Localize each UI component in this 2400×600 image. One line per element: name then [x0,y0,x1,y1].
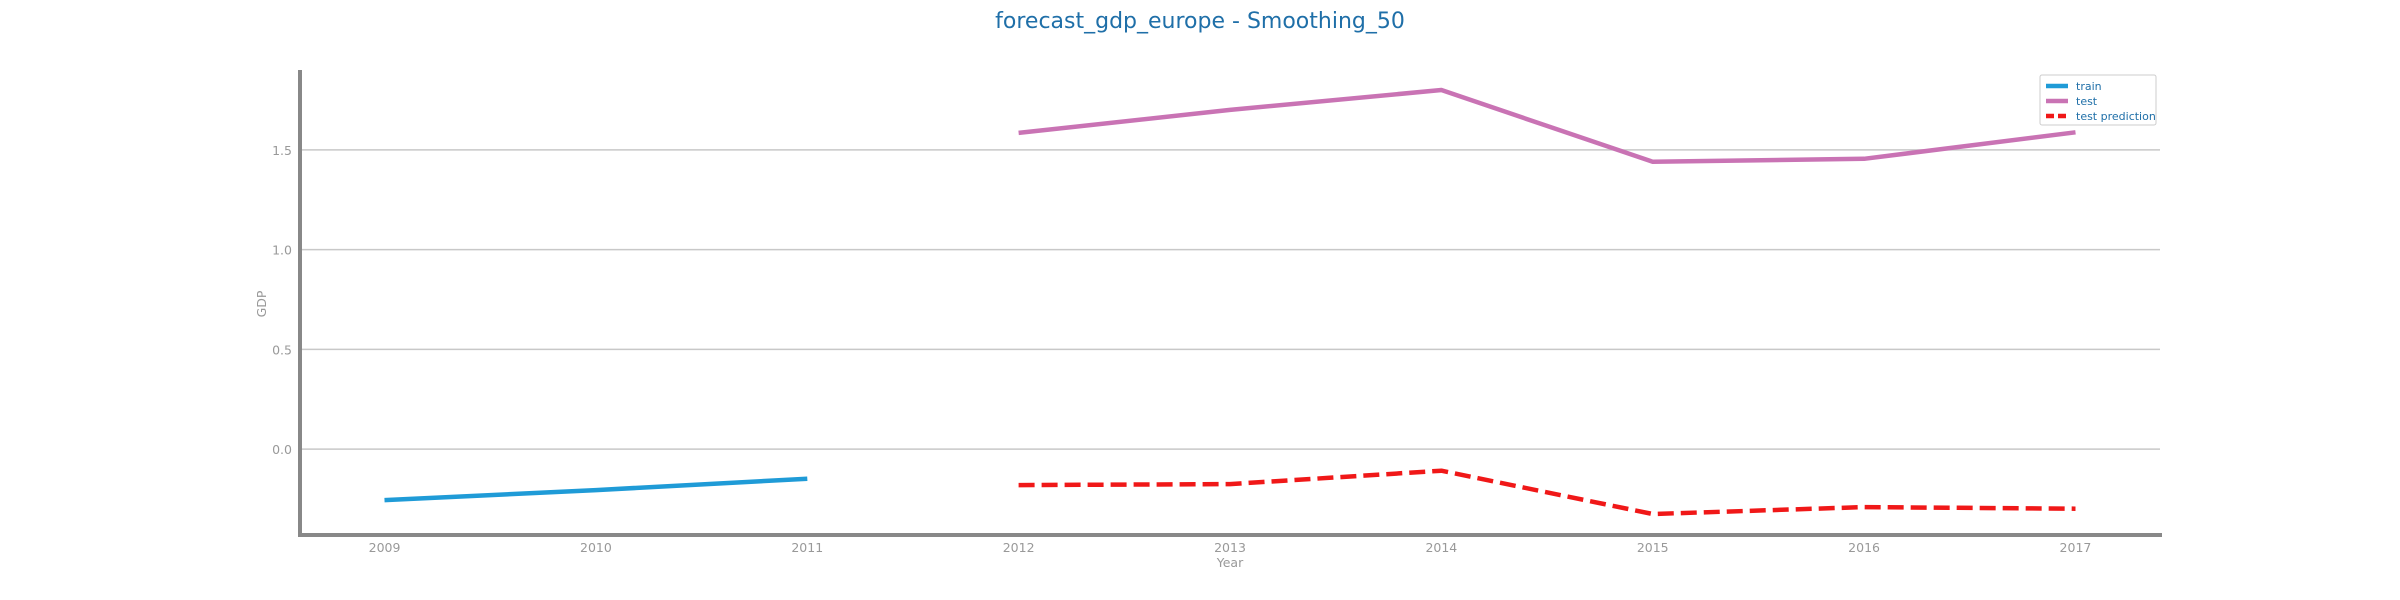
series-line-train [384,476,808,503]
legend: train test test prediction [2039,74,2157,126]
x-tick-label: 2016 [1848,540,1880,555]
x-tick-label: 2009 [369,540,401,555]
legend-entry-label: train [2076,80,2102,93]
y-tick-label: 1.0 [272,243,292,258]
x-tick-label: 2017 [2060,540,2092,555]
series-line-test [1018,87,2076,165]
x-tick-label: 2011 [791,540,823,555]
y-tick-labels: 0.0 0.5 1.0 1.5 [272,143,292,457]
series-line-test-prediction [1018,468,2076,517]
x-tick-label: 2012 [1003,540,1035,555]
y-tick-label: 1.5 [272,143,292,158]
legend-box [2039,74,2157,126]
y-axis-label: GDP [254,290,269,317]
x-tick-label: 2014 [1425,540,1457,555]
y-tick-label: 0.0 [272,442,292,457]
x-tick-label: 2013 [1214,540,1246,555]
x-axis-label: Year [1216,555,1244,570]
x-tick-labels: 2009 2010 2011 2012 2013 2014 2015 2016 2017 [369,540,2092,555]
plot-area [384,87,2076,517]
legend-entry-label: test prediction [2076,110,2156,123]
chart-title: forecast_gdp_europe - Smoothing_50 [995,9,1405,34]
legend-entry-label: test [2076,95,2098,108]
x-tick-label: 2010 [580,540,612,555]
y-tick-label: 0.5 [272,342,292,357]
x-tick-label: 2015 [1637,540,1669,555]
grid-lines [300,149,2160,450]
axes [298,70,2162,537]
